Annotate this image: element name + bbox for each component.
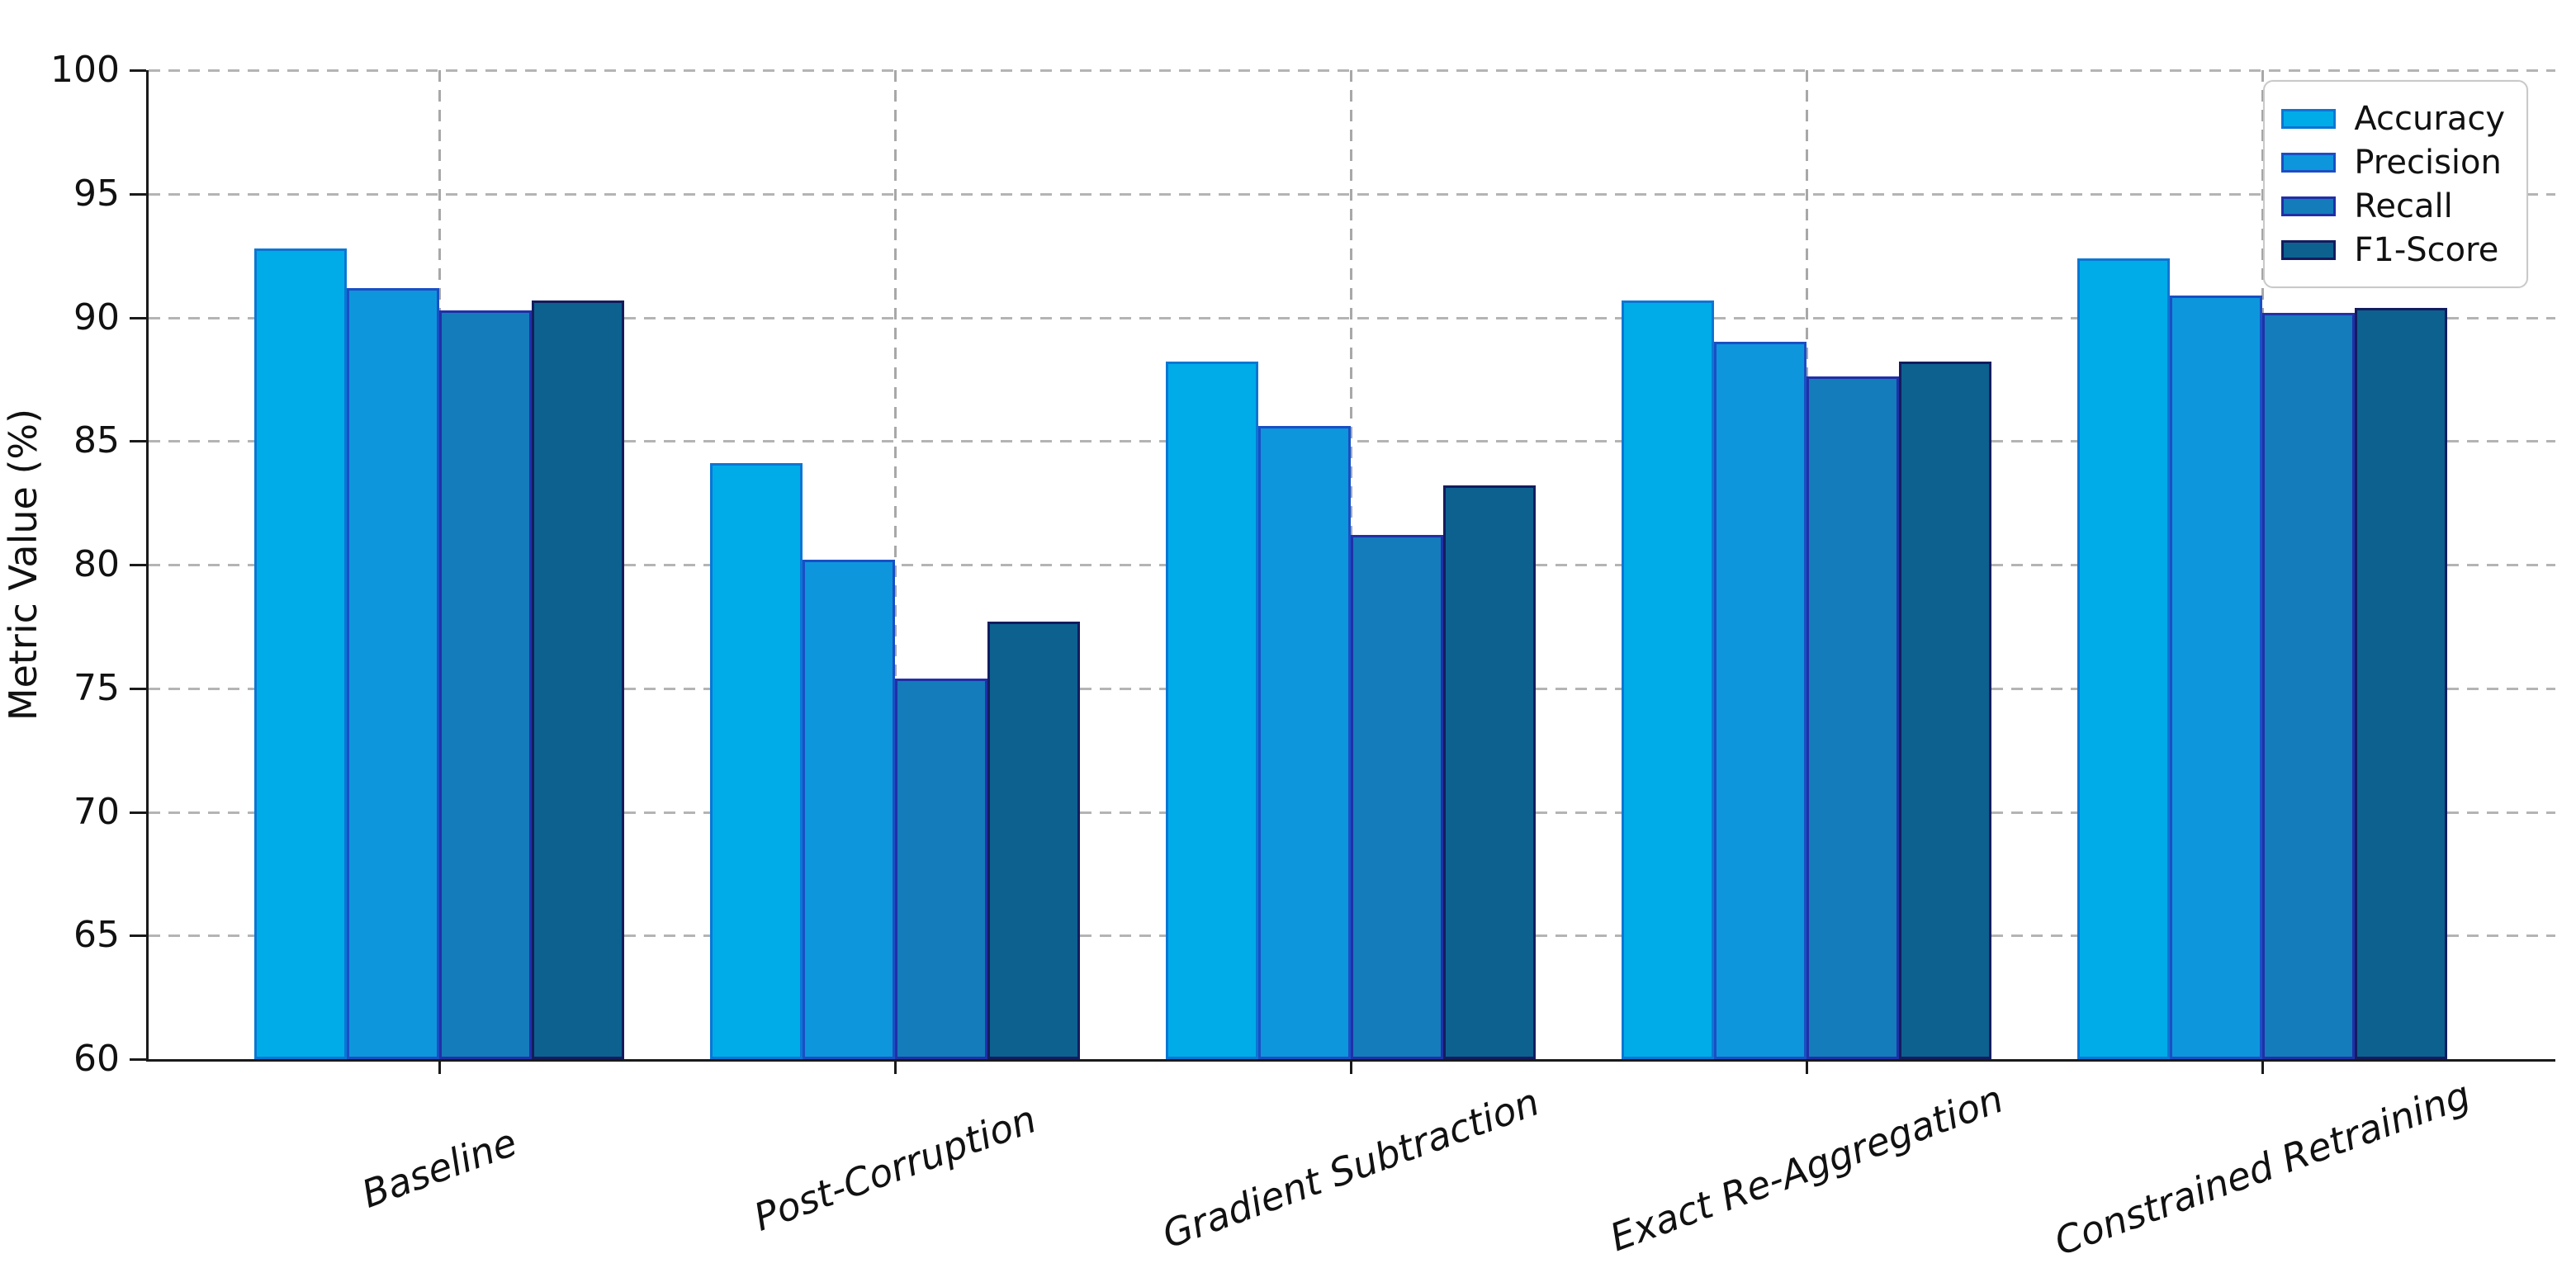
bar-post-corruption-f1-score xyxy=(987,621,1080,1059)
x-tick-mark-exact-re-aggregation xyxy=(1806,1059,1808,1074)
bar-gradient-subtraction-recall xyxy=(1351,535,1443,1059)
bar-gradient-subtraction-f1-score xyxy=(1443,485,1536,1059)
legend-swatch-precision xyxy=(2281,152,2337,173)
x-tick-label-constrained-retraining: Constrained Retraining xyxy=(2048,1072,2476,1265)
bar-constrained-retraining-f1-score xyxy=(2355,307,2447,1059)
y-tick-label-65: 65 xyxy=(73,914,120,957)
y-tick-label-95: 95 xyxy=(73,172,120,215)
y-tick-label-70: 70 xyxy=(73,790,120,833)
gridline-x-post-corruption xyxy=(894,70,897,1059)
bar-exact-re-aggregation-f1-score xyxy=(1899,362,1991,1059)
bar-post-corruption-recall xyxy=(895,678,987,1059)
bar-baseline-recall xyxy=(439,310,532,1059)
y-tick-mark-75 xyxy=(130,687,146,690)
bar-exact-re-aggregation-precision xyxy=(1714,342,1807,1059)
x-tick-label-exact-re-aggregation: Exact Re-Aggregation xyxy=(1603,1076,2010,1261)
y-axis-spine xyxy=(146,70,149,1062)
legend-label-recall: Recall xyxy=(2354,187,2453,225)
y-tick-mark-70 xyxy=(130,811,146,814)
legend-item-f1-score: F1-Score xyxy=(2281,228,2505,272)
y-tick-label-100: 100 xyxy=(50,49,120,91)
bar-gradient-subtraction-precision xyxy=(1258,426,1351,1059)
legend-item-precision: Precision xyxy=(2281,140,2505,184)
y-tick-label-85: 85 xyxy=(73,419,120,462)
legend: Accuracy Precision Recall F1-Score xyxy=(2263,80,2528,288)
legend-swatch-f1-score xyxy=(2281,239,2337,260)
bar-exact-re-aggregation-accuracy xyxy=(1622,300,1714,1059)
bar-constrained-retraining-recall xyxy=(2262,312,2355,1059)
y-tick-mark-95 xyxy=(130,192,146,196)
plot-area: Metric Value (%) 60 65 70 75 80 85 90 95 100 Bas… xyxy=(1,52,2555,1264)
legend-swatch-recall xyxy=(2281,196,2337,216)
legend-item-accuracy: Accuracy xyxy=(2281,97,2505,140)
y-tick-label-90: 90 xyxy=(73,296,120,338)
bar-constrained-retraining-accuracy xyxy=(2077,258,2170,1059)
x-tick-mark-constrained-retraining xyxy=(2261,1059,2264,1074)
bar-constrained-retraining-precision xyxy=(2170,295,2262,1059)
y-tick-label-80: 80 xyxy=(73,543,120,585)
y-tick-mark-65 xyxy=(130,934,146,938)
y-tick-mark-100 xyxy=(130,69,146,72)
x-tick-mark-post-corruption xyxy=(894,1059,897,1074)
x-tick-mark-gradient-subtraction xyxy=(1350,1059,1352,1074)
x-tick-label-gradient-subtraction: Gradient Subtraction xyxy=(1156,1079,1546,1257)
y-tick-label-75: 75 xyxy=(73,666,120,709)
legend-swatch-accuracy xyxy=(2281,108,2337,129)
x-tick-label-baseline: Baseline xyxy=(356,1119,523,1217)
bar-exact-re-aggregation-recall xyxy=(1807,376,1899,1059)
legend-label-precision: Precision xyxy=(2354,143,2502,182)
x-tick-mark-baseline xyxy=(438,1059,441,1074)
legend-label-f1-score: F1-Score xyxy=(2354,230,2499,269)
y-tick-mark-60 xyxy=(130,1058,146,1061)
bar-gradient-subtraction-accuracy xyxy=(1166,362,1258,1059)
bar-baseline-f1-score xyxy=(532,300,624,1059)
bar-post-corruption-accuracy xyxy=(710,463,803,1059)
y-tick-mark-85 xyxy=(130,440,146,443)
bar-baseline-accuracy xyxy=(254,248,347,1059)
legend-label-accuracy: Accuracy xyxy=(2354,99,2505,138)
y-tick-label-60: 60 xyxy=(73,1038,120,1080)
bar-baseline-precision xyxy=(347,287,439,1059)
y-tick-mark-80 xyxy=(130,564,146,566)
y-tick-mark-90 xyxy=(130,316,146,319)
bar-post-corruption-precision xyxy=(803,560,895,1059)
legend-item-recall: Recall xyxy=(2281,184,2505,228)
x-tick-label-post-corruption: Post-Corruption xyxy=(748,1096,1042,1240)
